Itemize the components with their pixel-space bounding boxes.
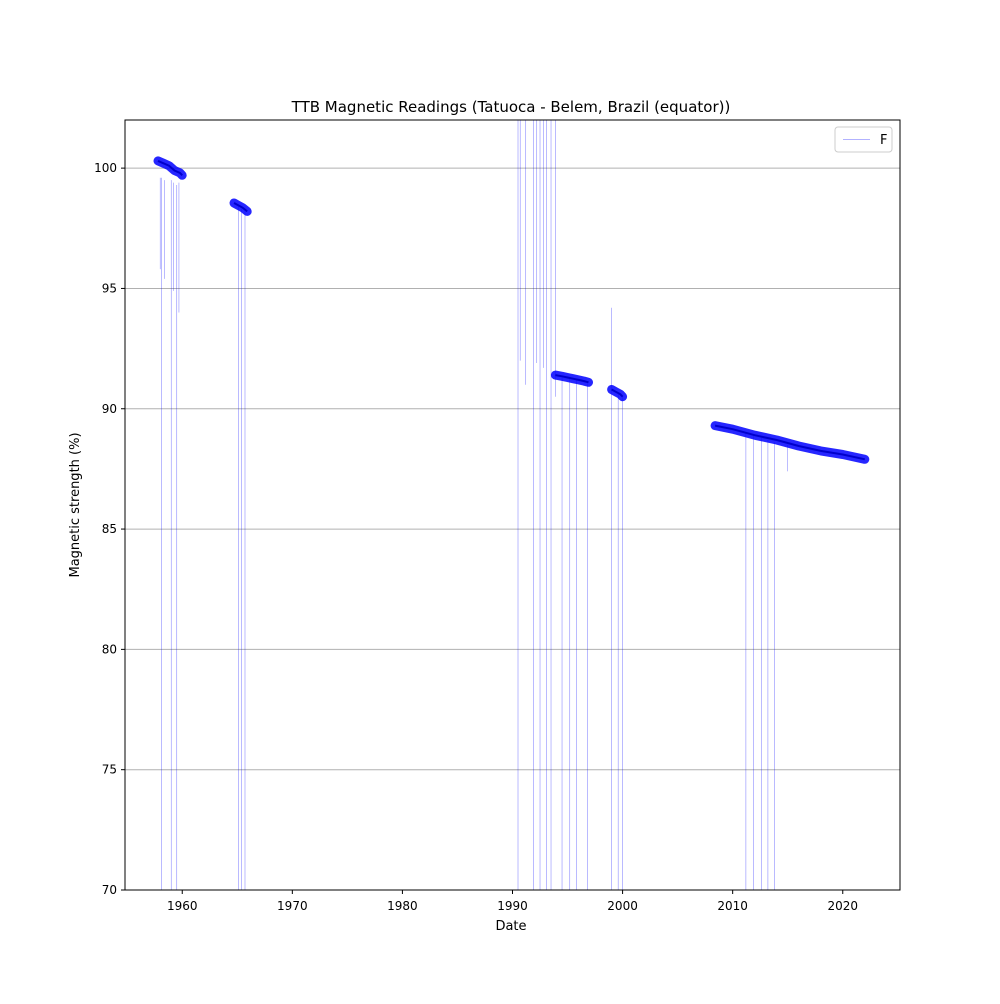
x-tick-label: 2020 — [827, 899, 858, 913]
chart-title: TTB Magnetic Readings (Tatuoca - Belem, … — [291, 98, 731, 116]
axes: 70 75 80 85 90 95 100 1960 1970 1980 1990 2000 2010 2… — [94, 119, 901, 913]
series-line — [157, 159, 183, 176]
x-tick-label: 1980 — [387, 899, 418, 913]
plot-area — [153, 120, 870, 890]
y-tick-label: 100 — [94, 161, 117, 175]
plot-frame — [124, 119, 901, 891]
series-line — [555, 374, 589, 384]
y-tick-label: 90 — [102, 402, 117, 416]
x-tick-label: 1990 — [497, 899, 528, 913]
legend-label: F — [880, 133, 887, 148]
series-group — [153, 120, 870, 890]
y-tick-label: 70 — [102, 883, 117, 897]
x-tick-label: 1970 — [277, 899, 308, 913]
series-line — [611, 388, 624, 398]
x-axis-label: Date — [495, 919, 526, 934]
y-tick-label: 75 — [102, 763, 117, 777]
x-tick-label: 1960 — [167, 899, 198, 913]
series-line — [714, 424, 866, 461]
legend: F — [834, 126, 893, 153]
x-tick-label: 2000 — [607, 899, 638, 913]
y-tick-label: 95 — [102, 281, 117, 295]
series-line — [233, 202, 248, 213]
y-axis-label: Magnetic strength (%) — [68, 432, 83, 577]
x-tick-label: 2010 — [717, 899, 748, 913]
y-tick-label: 85 — [102, 522, 117, 536]
y-tick-label: 80 — [102, 642, 117, 656]
legend-box — [834, 126, 893, 153]
